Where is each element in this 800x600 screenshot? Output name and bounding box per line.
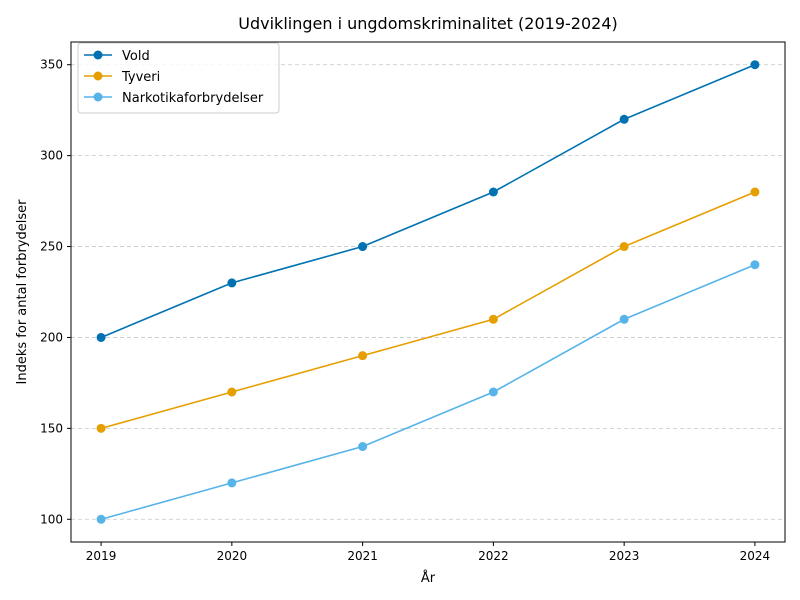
legend-label: Tyveri xyxy=(121,70,160,85)
x-tick-label: 2019 xyxy=(86,549,117,563)
legend-label: Narkotikaforbrydelser xyxy=(122,91,264,106)
data-point-narkotikaforbrydelser xyxy=(750,260,760,270)
y-axis: 100 150 200 250 300 350 xyxy=(40,58,71,526)
legend-box xyxy=(77,42,280,114)
data-point-tyveri xyxy=(96,423,106,433)
legend-marker xyxy=(93,92,103,102)
series-line-narkotikaforbrydelser xyxy=(100,263,756,521)
data-point-vold xyxy=(488,187,498,197)
series-line-vold xyxy=(100,63,756,339)
data-point-vold xyxy=(619,114,629,124)
data-point-narkotikaforbrydelser xyxy=(488,387,498,397)
y-tick-label: 150 xyxy=(40,421,63,435)
x-tick-label: 2020 xyxy=(217,549,248,563)
legend-item-vold: Vold xyxy=(84,49,150,64)
data-point-vold xyxy=(750,60,760,70)
legend-marker xyxy=(93,71,103,81)
plot-frame xyxy=(70,41,786,543)
x-tick-label: 2024 xyxy=(740,549,771,563)
data-point-narkotikaforbrydelser xyxy=(227,478,237,488)
data-point-tyveri xyxy=(358,351,368,361)
y-tick-label: 200 xyxy=(40,330,63,344)
data-point-narkotikaforbrydelser xyxy=(358,442,368,452)
data-point-tyveri xyxy=(619,242,629,252)
y-tick-label: 100 xyxy=(40,512,63,526)
data-point-narkotikaforbrydelser xyxy=(619,314,629,324)
data-point-tyveri xyxy=(750,187,760,197)
series-layer xyxy=(96,60,760,524)
x-tick-label: 2023 xyxy=(609,549,640,563)
data-point-tyveri xyxy=(488,314,498,324)
data-point-vold xyxy=(358,242,368,252)
data-point-narkotikaforbrydelser xyxy=(96,514,106,524)
x-tick-label: 2021 xyxy=(347,549,378,563)
data-point-vold xyxy=(96,332,106,342)
y-tick-label: 350 xyxy=(40,58,63,72)
series-vold xyxy=(96,60,760,342)
x-axis-label: År xyxy=(421,570,436,586)
legend-item-narkotikaforbrydelser: Narkotikaforbrydelser xyxy=(84,91,264,106)
x-axis: 2019 2020 2021 2022 2023 2024 xyxy=(86,542,770,563)
data-point-vold xyxy=(227,278,237,288)
y-tick-label: 250 xyxy=(40,240,63,254)
legend: Vold Tyveri Narkotikaforbrydelser xyxy=(77,42,280,114)
legend-marker xyxy=(93,50,103,60)
y-axis-label: Indeks for antal forbrydelser xyxy=(15,199,30,385)
series-narkotikaforbrydelser xyxy=(96,260,760,524)
legend-item-tyveri: Tyveri xyxy=(84,70,160,85)
y-tick-label: 300 xyxy=(40,149,63,163)
data-point-tyveri xyxy=(227,387,237,397)
series-tyveri xyxy=(96,187,760,433)
chart-title: Udviklingen i ungdomskriminalitet (2019-… xyxy=(238,14,617,33)
legend-label: Vold xyxy=(122,49,150,64)
series-line-tyveri xyxy=(100,191,756,430)
x-tick-label: 2022 xyxy=(478,549,509,563)
